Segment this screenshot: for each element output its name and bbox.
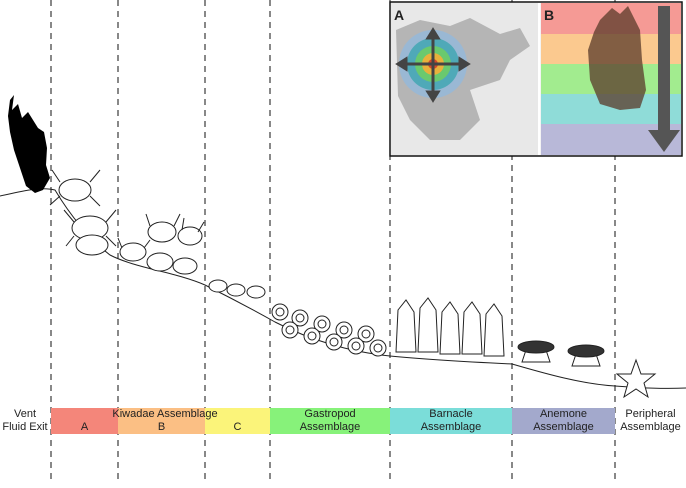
peripheral-label: Peripheral Assemblage <box>620 408 681 433</box>
barnacles <box>395 297 505 357</box>
vent-label: Vent Fluid Exit <box>2 408 48 433</box>
kiwadae-sub-c: C <box>233 421 242 433</box>
barnacle <box>395 299 417 353</box>
snail <box>313 315 331 333</box>
barnacle <box>461 301 483 355</box>
snail <box>369 339 387 357</box>
kiwadae-sub-b: B <box>157 421 166 433</box>
snail <box>357 325 375 343</box>
snail <box>291 309 309 327</box>
barnacle <box>483 303 505 357</box>
snail-row-bottom <box>281 321 387 357</box>
zone-band-gastropod <box>270 408 390 434</box>
inset-panel-b <box>541 3 681 155</box>
anemone <box>517 340 555 363</box>
crab <box>75 234 109 256</box>
snail-row-top <box>271 303 375 343</box>
gastropod-snails <box>271 303 387 357</box>
crab <box>146 252 174 272</box>
zone-band-c <box>205 408 270 434</box>
crab-group <box>58 178 266 299</box>
panel-a-letter: A <box>394 7 405 23</box>
anemones <box>517 340 605 367</box>
kiwadae-title: Kiwadae Assemblage <box>112 408 218 420</box>
snail <box>335 321 353 339</box>
zone-band-barnacle <box>390 408 512 434</box>
inset-panel <box>389 1 683 157</box>
snail <box>347 337 365 355</box>
starfish <box>615 358 657 399</box>
crab <box>147 221 177 243</box>
crab <box>172 257 198 275</box>
crab <box>246 285 266 299</box>
gastropod-label: Gastropod Assemblage <box>299 408 361 433</box>
barnacle <box>439 301 461 355</box>
crab-legs <box>49 169 205 249</box>
snail <box>325 333 343 351</box>
zone-bands <box>51 408 615 434</box>
down-arrow-icon <box>648 6 680 152</box>
panel-b-letter: B <box>544 7 555 23</box>
crab <box>119 242 147 262</box>
vent-chimney <box>8 95 50 193</box>
zone-band-b <box>118 408 205 434</box>
crab <box>58 178 92 202</box>
barnacle <box>417 297 439 353</box>
snail <box>303 327 321 345</box>
crab <box>177 226 203 246</box>
anemone <box>567 344 605 367</box>
kiwadae-sub-a: A <box>80 421 89 433</box>
crab <box>226 283 246 297</box>
snail <box>281 321 299 339</box>
zone-band-a <box>51 408 118 434</box>
inset-panel-a <box>391 3 538 155</box>
vent-silhouette <box>588 6 646 110</box>
arrow-cross-icon <box>395 27 471 103</box>
crab <box>208 279 228 293</box>
barnacle-label: Barnacle Assemblage <box>420 408 482 433</box>
kiwa-crabs <box>49 169 266 299</box>
zone-band-anemone <box>512 408 615 434</box>
snail <box>271 303 289 321</box>
anemone-label: Anemone Assemblage <box>533 408 594 433</box>
